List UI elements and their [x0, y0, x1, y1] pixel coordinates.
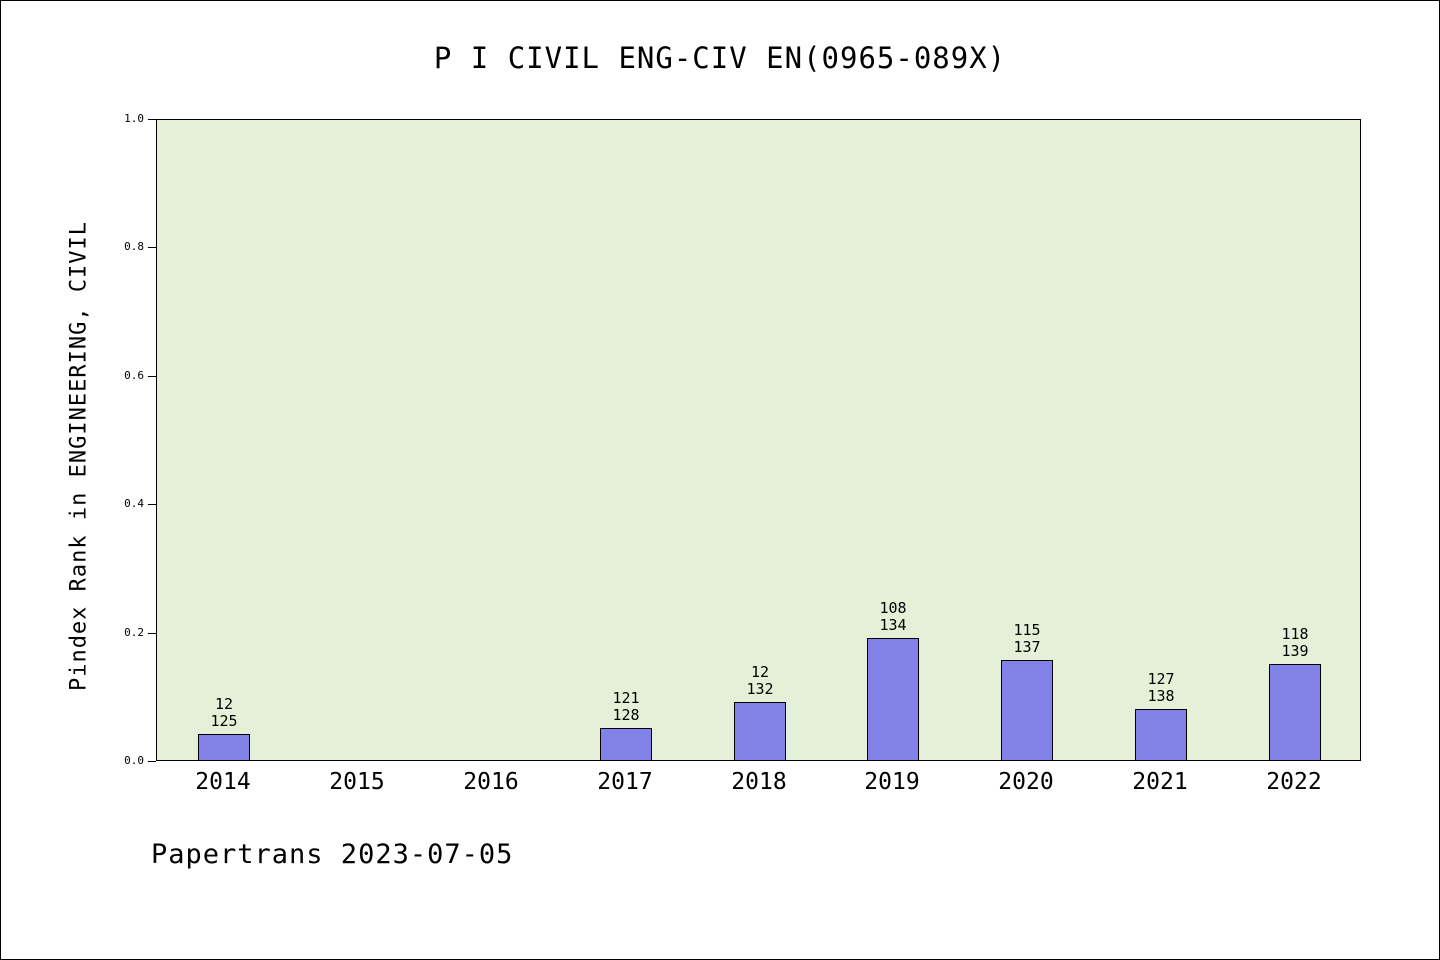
- bar-value-line: 118: [1281, 624, 1309, 643]
- y-tick-label: 1.0: [124, 112, 144, 125]
- x-tick-label-2018: 2018: [731, 769, 787, 795]
- bar-value-label-2022: 118 139: [1235, 624, 1355, 661]
- bar-value-line: 137: [1013, 637, 1041, 656]
- plot-area: 12 125 121 128 12 132 108 134 115 137 127 138 118 139: [156, 119, 1361, 761]
- y-tick-mark: [148, 632, 156, 634]
- x-tick-label-2017: 2017: [597, 769, 653, 795]
- bar-value-line: 12: [750, 662, 770, 681]
- bar-value-label-2014: 12 125: [164, 694, 284, 731]
- y-tick-label: 0.2: [124, 625, 144, 639]
- y-tick-mark: [148, 375, 156, 377]
- y-tick-mark: [148, 761, 156, 762]
- bar-value-label-2020: 115 137: [967, 620, 1087, 657]
- bar-2019: [867, 638, 919, 760]
- bar-2014: [198, 734, 250, 760]
- y-tick-mark: [148, 119, 156, 120]
- chart-title: P I CIVIL ENG-CIV EN(0965-089X): [433, 41, 1007, 75]
- y-tick-mark: [148, 504, 156, 506]
- bar-2017: [600, 728, 652, 760]
- bar-value-label-2017: 121 128: [566, 688, 686, 725]
- y-tick-label: 0.8: [124, 240, 144, 254]
- bar-value-label-2018: 12 132: [700, 662, 820, 699]
- x-tick-label-2016: 2016: [463, 769, 519, 795]
- x-tick-label-2021: 2021: [1132, 769, 1188, 795]
- bar-2022: [1269, 664, 1321, 760]
- x-tick-label-2020: 2020: [998, 769, 1054, 795]
- bar-value-line: 125: [210, 711, 238, 730]
- bar-value-line: 132: [746, 679, 774, 698]
- bar-value-line: 127: [1147, 669, 1175, 688]
- y-tick-mark: [148, 247, 156, 249]
- x-tick-label-2022: 2022: [1266, 769, 1322, 795]
- bar-value-label-2019: 108 134: [833, 598, 953, 635]
- bar-value-line: 139: [1281, 641, 1309, 660]
- bar-2021: [1135, 709, 1187, 760]
- y-tick-label: 0.6: [124, 368, 144, 382]
- bar-value-line: 115: [1013, 620, 1041, 639]
- bar-value-line: 108: [879, 598, 907, 617]
- bar-value-line: 138: [1147, 686, 1175, 705]
- bar-value-line: 121: [612, 688, 640, 707]
- bar-2020: [1001, 660, 1053, 760]
- bar-value-line: 128: [612, 705, 640, 724]
- bar-value-line: 134: [879, 615, 907, 634]
- y-axis-label: Pindex Rank in ENGINEERING, CIVIL: [66, 220, 92, 692]
- x-tick-label-2015: 2015: [329, 769, 385, 795]
- y-tick-label: 0.0: [124, 754, 144, 767]
- x-tick-label-2014: 2014: [195, 769, 251, 795]
- footer-watermark: Papertrans 2023-07-05: [151, 839, 514, 870]
- x-tick-label-2019: 2019: [864, 769, 920, 795]
- bar-2018: [734, 702, 786, 760]
- y-tick-label: 0.4: [124, 497, 144, 511]
- bar-value-label-2021: 127 138: [1101, 669, 1221, 706]
- bar-value-line: 12: [214, 694, 234, 713]
